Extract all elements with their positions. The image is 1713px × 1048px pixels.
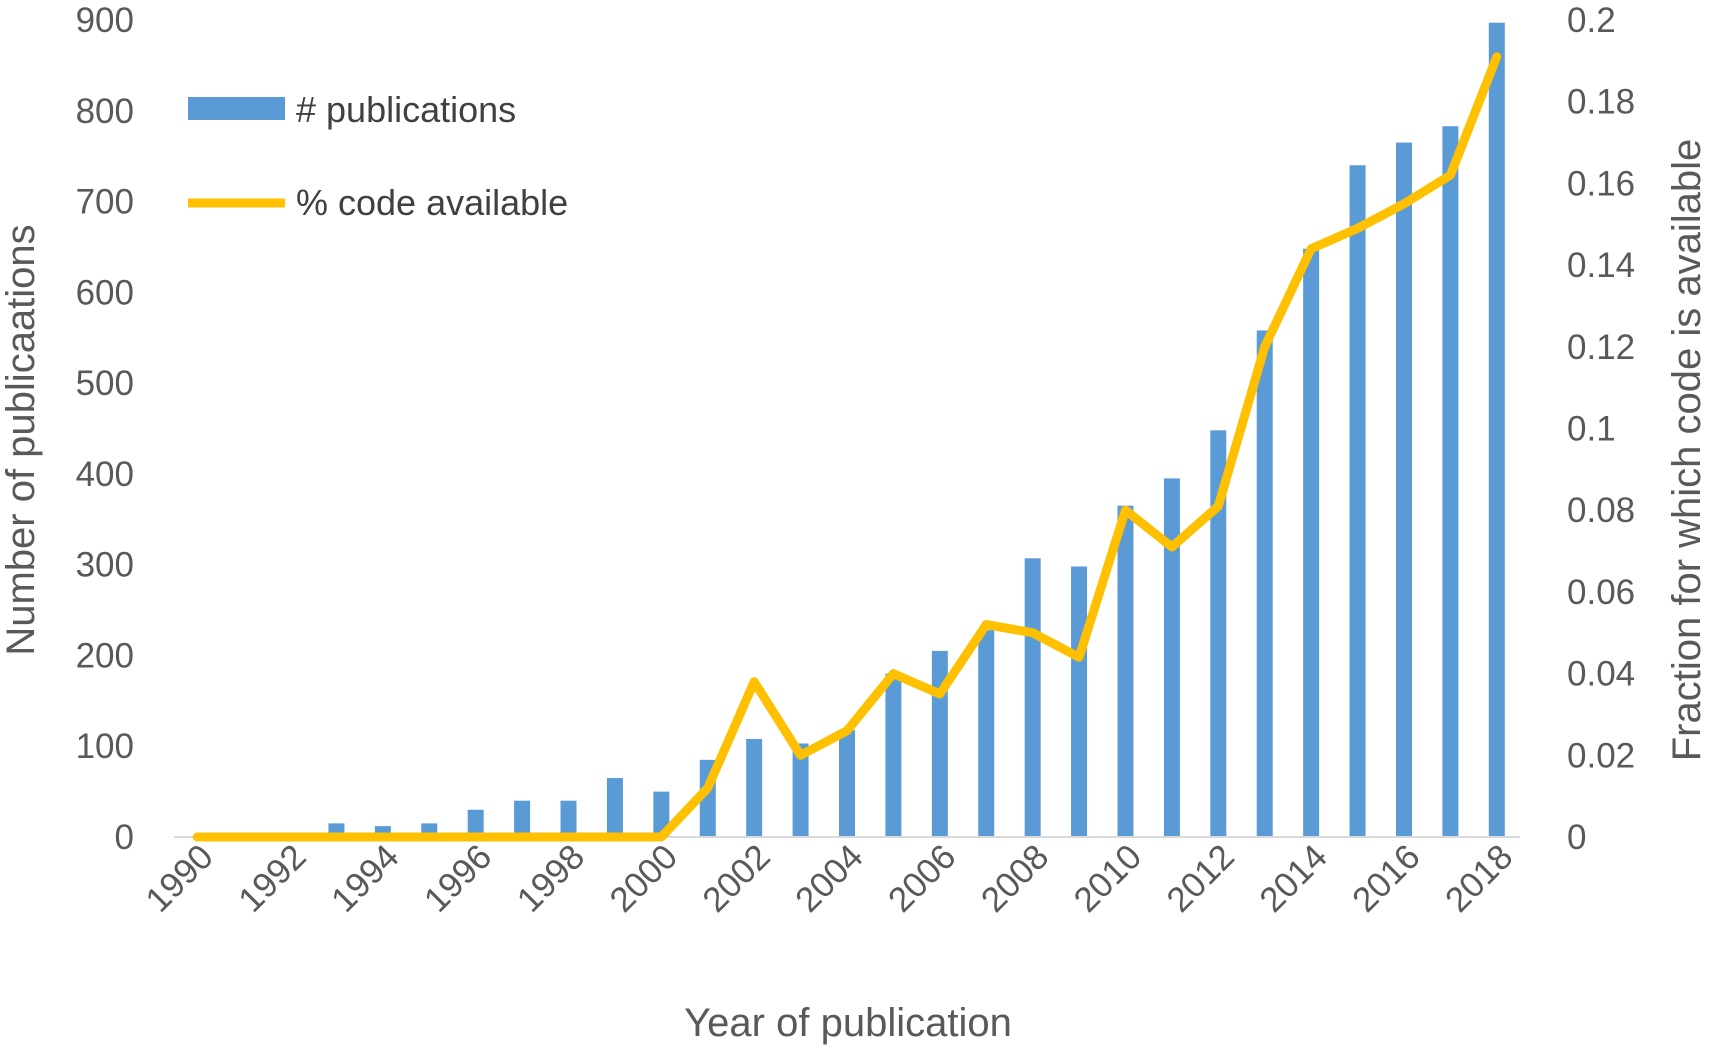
y2-tick-label: 0.02 [1567,736,1635,775]
bar-2000 [653,791,670,837]
y2-tick-label: 0.06 [1567,573,1635,612]
y2-tick-label: 0 [1567,818,1586,857]
bar-2012 [1210,430,1227,837]
bar-2006 [931,650,948,837]
y2-tick-label: 0.1 [1567,410,1616,449]
y-tick-label: 600 [76,273,134,312]
y-axis-title: Number of publicaations [0,224,43,655]
y2-axis-title: Fraction for which code is available [1665,139,1709,762]
legend-label-code-available: % code available [296,182,568,223]
y-tick-label: 500 [76,364,134,403]
y2-tick-label: 0.08 [1567,491,1635,530]
x-tick-label: 2002 [695,837,778,920]
x-tick-label: 2008 [974,837,1057,920]
x-axis-ticks: 1990 1992 1994 1996 1998 2000 2002 2004 2006 2008… [138,837,1520,920]
bar-1997 [514,800,531,837]
bar-2004 [839,729,855,837]
y-axis-ticks: 0 100 200 300 400 500 600 700 800 900 [76,1,134,857]
legend-label-publications: # publications [296,89,516,130]
y-tick-label: 300 [76,546,134,585]
bar-2017 [1442,126,1459,837]
x-tick-label: 2012 [1159,837,1242,920]
bar-1999 [606,777,623,837]
y2-tick-label: 0.2 [1567,1,1616,40]
x-tick-label: 2016 [1345,837,1428,920]
bar-1998 [560,800,577,837]
bar-1996 [467,809,484,837]
bar-2013 [1256,330,1273,837]
y2-tick-label: 0.12 [1567,328,1635,367]
y2-axis-ticks: 0 0.02 0.04 0.06 0.08 0.1 0.12 0.14 0.16 0.18 0.2 [1567,1,1635,857]
bar-2016 [1395,142,1412,838]
y2-tick-label: 0.14 [1567,246,1635,285]
legend-bar-swatch [188,97,285,120]
line-layer [192,52,1502,842]
y-tick-label: 200 [76,636,134,675]
x-tick-label: 2010 [1066,837,1149,920]
line-code-available [192,52,1502,842]
bar-2011 [1163,478,1180,837]
y-tick-label: 0 [115,818,134,857]
x-tick-label: 1996 [417,837,500,920]
bars-layer [328,22,1505,838]
x-tick-label: 1990 [138,837,221,920]
y2-tick-label: 0.04 [1567,655,1635,694]
x-tick-label: 1998 [510,837,593,920]
y2-tick-label: 0.16 [1567,164,1635,203]
bar-2015 [1349,165,1366,838]
y-tick-label: 900 [76,1,134,40]
x-tick-label: 2018 [1438,837,1521,920]
x-tick-label: 2014 [1252,837,1335,920]
x-tick-label: 1994 [324,837,407,920]
x-tick-label: 2004 [788,837,871,920]
bar-2014 [1303,248,1320,837]
bar-2009 [1071,566,1088,837]
bar-2002 [746,738,763,837]
bar-2005 [885,673,902,837]
x-tick-label: 2006 [881,837,964,920]
x-axis-title: Year of publication [684,1001,1012,1045]
bar-2003 [792,743,809,837]
bar-1994 [374,826,391,837]
y-tick-label: 800 [76,92,134,131]
y-tick-label: 100 [76,727,134,766]
y-tick-label: 400 [76,455,134,494]
y-tick-label: 700 [76,183,134,222]
x-tick-label: 1992 [231,837,314,920]
bar-2007 [978,630,995,837]
bar-2010 [1117,505,1134,837]
legend: # publications % code available [188,89,568,223]
bar-2008 [1024,558,1041,837]
x-tick-label: 2000 [602,837,685,920]
bar-2018 [1488,22,1505,838]
y2-tick-label: 0.18 [1567,83,1635,122]
